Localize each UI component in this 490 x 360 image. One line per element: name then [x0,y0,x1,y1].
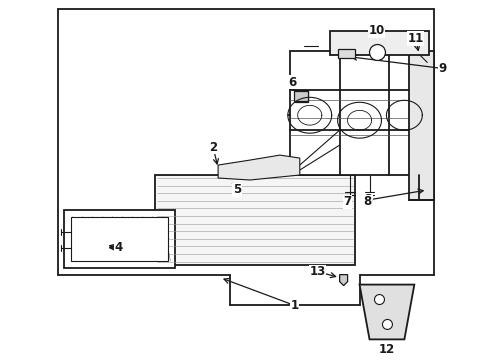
Polygon shape [71,217,168,261]
Polygon shape [155,175,355,265]
Text: 9: 9 [438,62,446,75]
Text: 5: 5 [233,184,241,197]
Circle shape [374,294,385,305]
Text: 3: 3 [365,193,372,206]
Circle shape [383,319,392,329]
Polygon shape [338,49,355,58]
Text: 8: 8 [364,195,371,208]
Text: 6: 6 [289,76,297,89]
Polygon shape [295,90,308,102]
Polygon shape [330,31,429,55]
Polygon shape [340,275,347,285]
Bar [294,91,308,101]
Polygon shape [290,50,429,175]
Polygon shape [64,210,175,268]
Text: 12: 12 [378,343,394,356]
Text: 1: 1 [291,299,299,312]
Text: 11: 11 [407,32,423,45]
Polygon shape [218,155,300,180]
Text: 7: 7 [343,195,352,208]
Text: 10: 10 [368,24,385,37]
Text: 4: 4 [114,241,122,254]
Text: 2: 2 [209,141,217,154]
Polygon shape [409,50,434,200]
Polygon shape [360,285,415,339]
Text: 13: 13 [310,265,326,278]
Circle shape [369,45,386,60]
